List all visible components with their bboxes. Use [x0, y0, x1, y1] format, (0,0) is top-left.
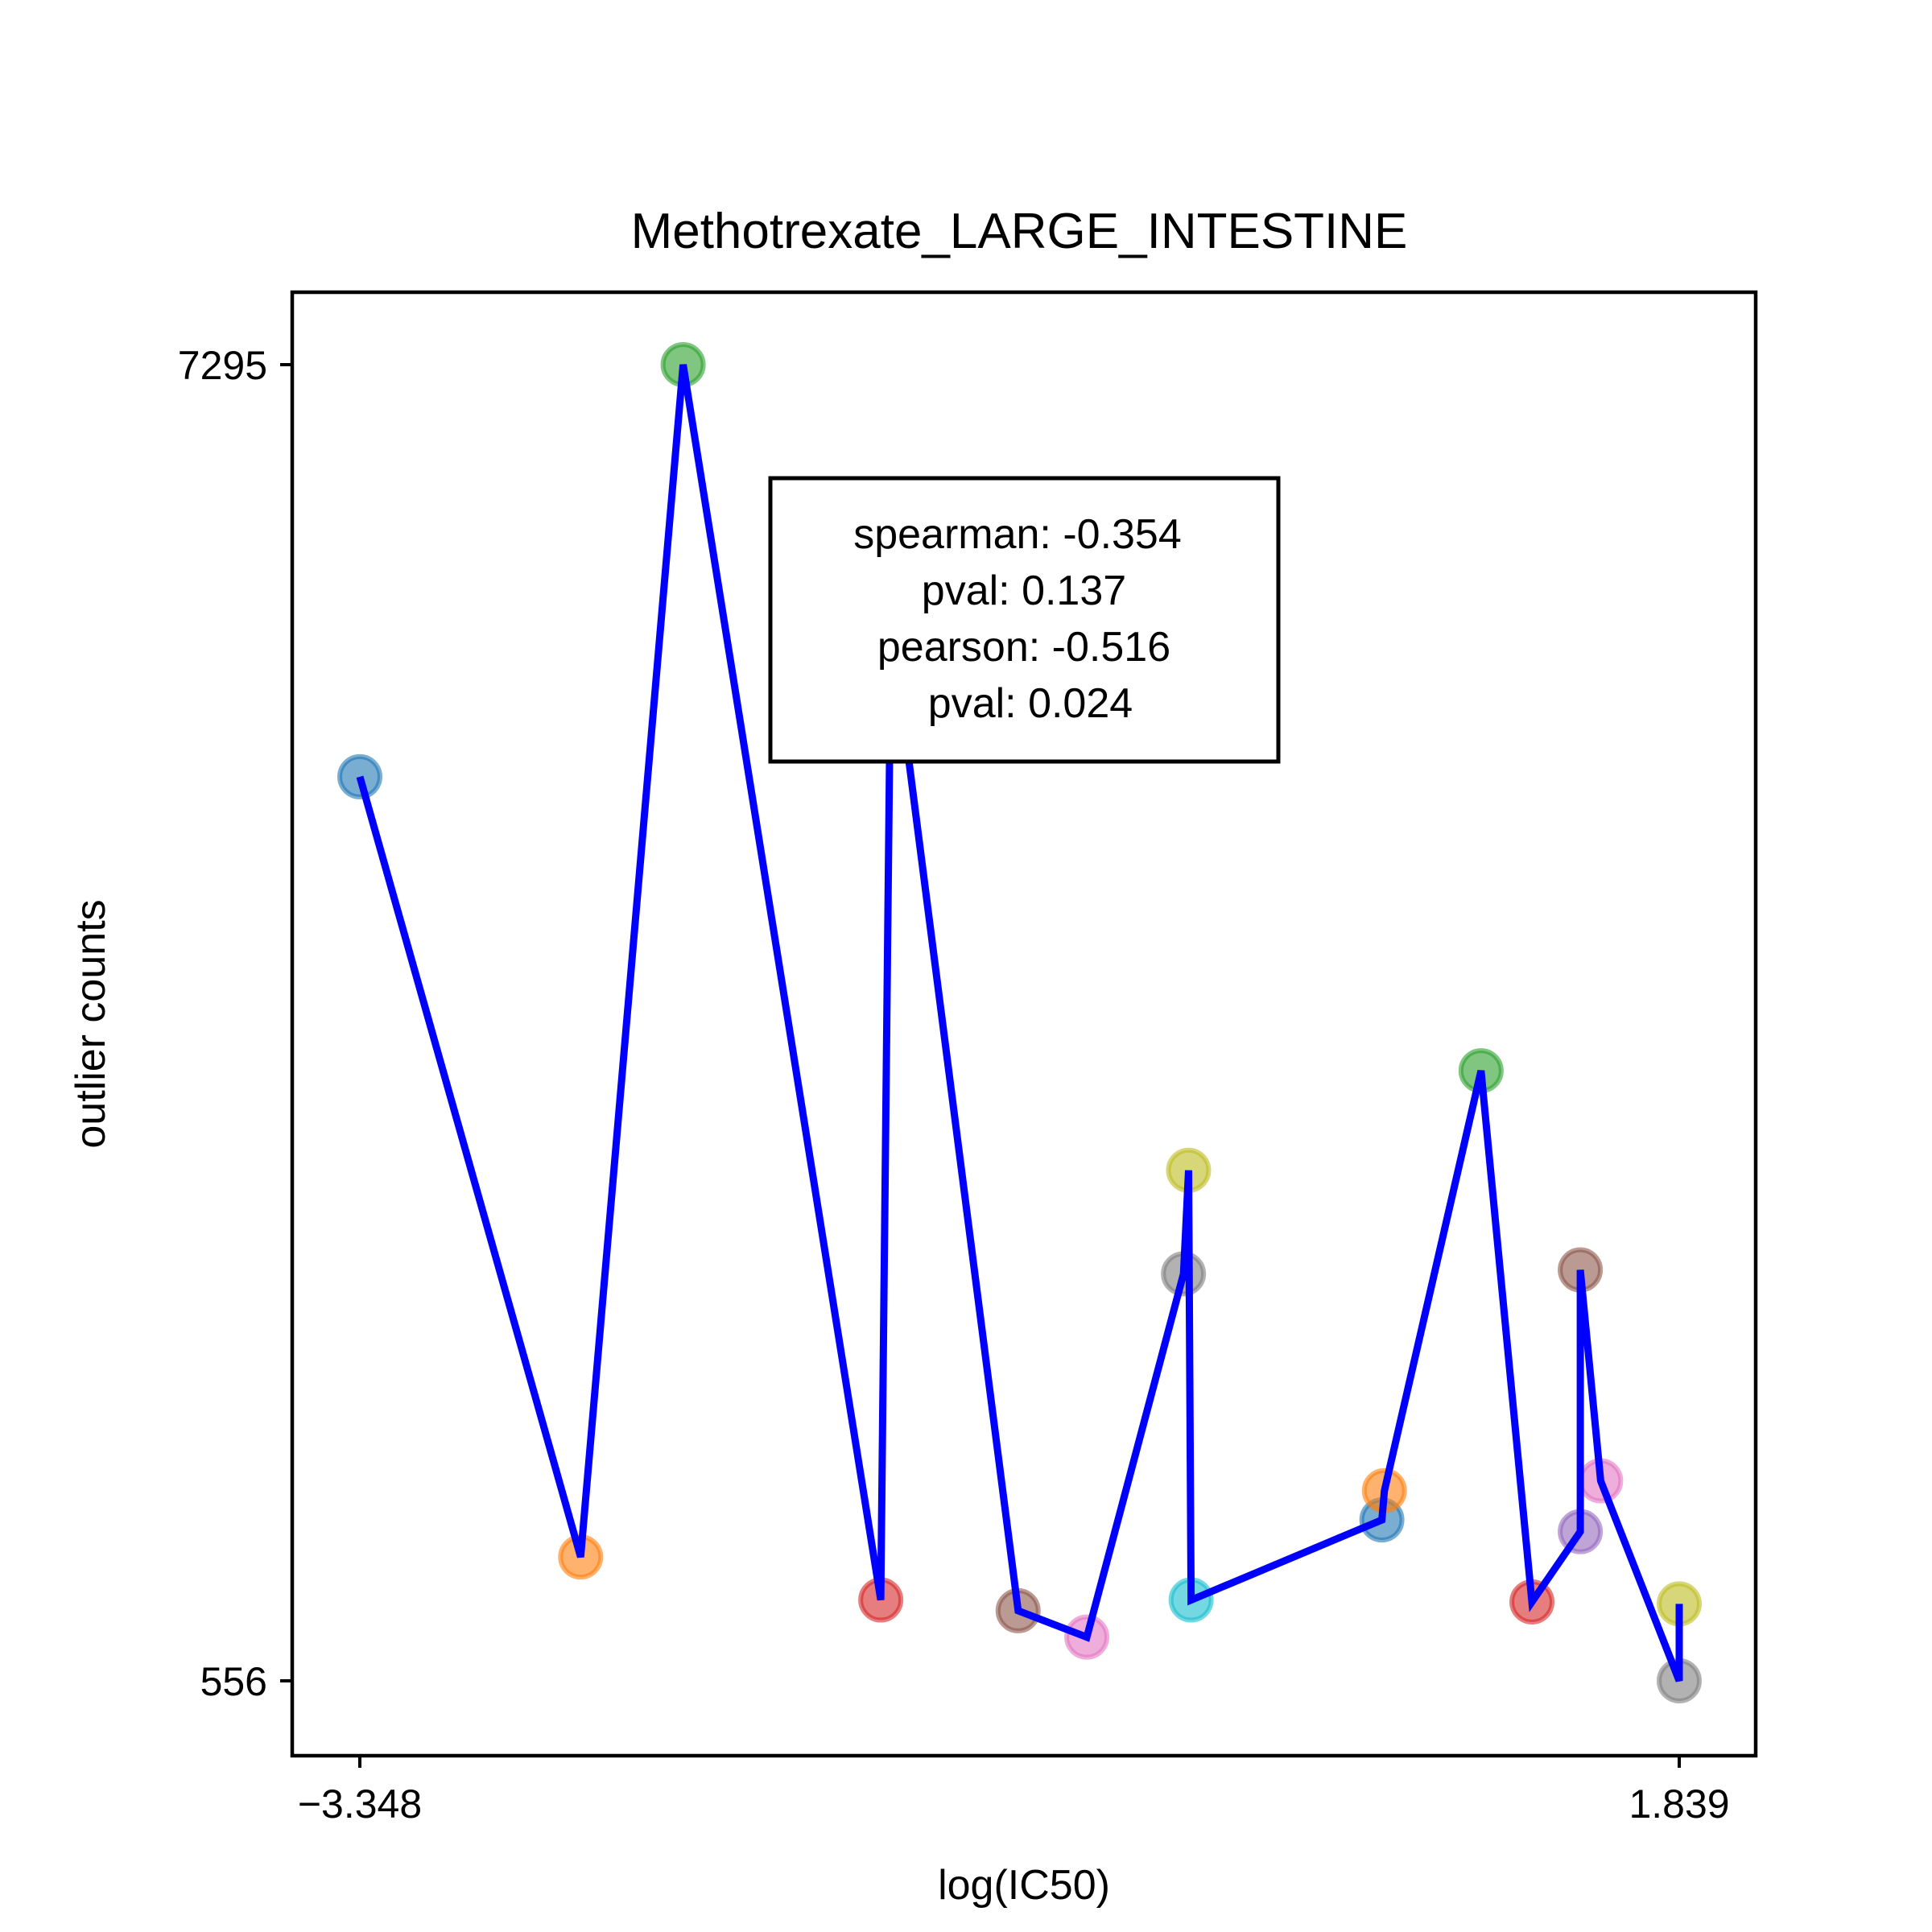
- stats-spearman-pval: pval: 0.137: [922, 568, 1126, 614]
- series-line: [356, 364, 1683, 1682]
- x-tick-label: −3.348: [298, 1781, 422, 1827]
- stats-spearman: spearman: -0.354: [853, 511, 1182, 558]
- y-axis-label: outlier counts: [68, 899, 114, 1148]
- chart-title: Methotrexate_LARGE_INTESTINE: [631, 204, 1408, 259]
- y-tick-label: 7295: [178, 343, 267, 388]
- y-tick-label: 556: [200, 1659, 267, 1704]
- x-axis-label: log(IC50): [938, 1862, 1110, 1909]
- stats-pearson: pearson: -0.516: [877, 624, 1170, 671]
- x-tick-label: 1.839: [1629, 1781, 1729, 1827]
- stats-pearson-pval: pval: 0.024: [928, 680, 1133, 727]
- stats-box: spearman: -0.354 pval: 0.137 pearson: -0…: [768, 476, 1281, 764]
- axis-ticks: −3.348 1.839 7295 556: [178, 343, 1730, 1827]
- stats-box-frame: [768, 476, 1281, 764]
- plot-frame: [290, 290, 1758, 1758]
